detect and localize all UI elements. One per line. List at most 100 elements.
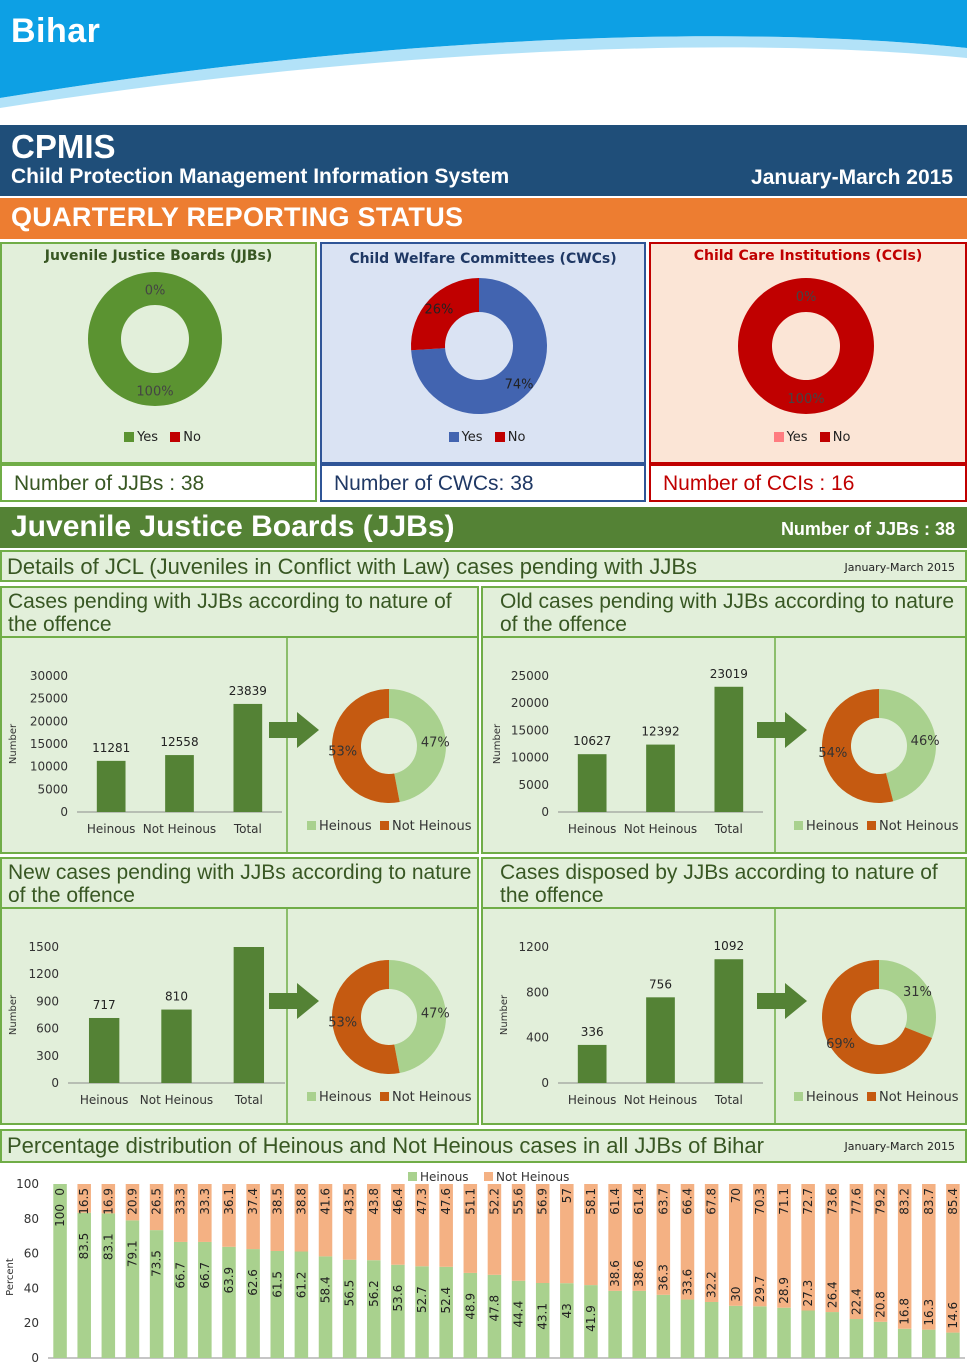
- not-heinous-slice: [822, 960, 932, 1074]
- y-tick-label: 1200: [28, 967, 59, 981]
- x-tick-label: Not Heinous: [143, 822, 216, 836]
- jjb-section-count: Number of JJBs : 38: [780, 519, 955, 539]
- donut-legend: Heinous Not Heinous: [307, 819, 472, 834]
- bar-not-heinous: [646, 744, 675, 812]
- cwc-status-legend: Yes No: [322, 430, 644, 445]
- not-heinous-value-label: 58.1: [584, 1188, 598, 1215]
- stacked-bar-heinous: [463, 1272, 478, 1358]
- not-heinous-value-label: 26.5: [150, 1188, 164, 1215]
- y-tick-label: 20000: [30, 714, 68, 728]
- not-heinous-value-label: 43.8: [367, 1188, 381, 1215]
- stacked-bar-not-heinous: [656, 1184, 671, 1295]
- y-tick-label: 20: [24, 1316, 39, 1330]
- not-heinous-value-label: 85.4: [946, 1188, 960, 1215]
- distribution-title: Percentage distribution of Heinous and N…: [7, 1133, 764, 1158]
- header-wave-banner: [0, 0, 967, 109]
- arrow-icon: [757, 712, 807, 748]
- jjb-status-legend: Yes No: [2, 430, 315, 445]
- not-heinous-value-label: 20.9: [125, 1188, 139, 1215]
- heinous-value-label: 38.6: [632, 1260, 646, 1287]
- heinous-value-label: 66.7: [174, 1262, 188, 1289]
- x-tick-label: Not Heinous: [624, 1093, 697, 1107]
- stacked-bar-heinous: [680, 1299, 695, 1358]
- stacked-bar-heinous: [704, 1301, 719, 1358]
- stacked-bar-not-heinous: [535, 1184, 550, 1284]
- stacked-bar-not-heinous: [149, 1184, 164, 1231]
- stacked-bar-heinous: [584, 1285, 598, 1358]
- stacked-bar-heinous: [173, 1241, 188, 1358]
- not-heinous-value-label: 36.1: [222, 1188, 236, 1215]
- cwc-yes-slice: [411, 278, 547, 414]
- not-heinous-value-label: 70: [729, 1188, 743, 1203]
- not-heinous-value-label: 0: [53, 1188, 67, 1196]
- bar-total: [714, 686, 744, 812]
- stacked-bar-not-heinous: [608, 1184, 622, 1291]
- y-tick-label: 15000: [30, 737, 68, 751]
- x-tick-label: Heinous: [568, 822, 617, 836]
- stacked-bar-heinous: [511, 1280, 526, 1358]
- legend-not-heinous-label: Not Heinous: [392, 1090, 472, 1105]
- legend-swatch-yes: [124, 432, 135, 442]
- new-cases-title: New cases pending with JJBs according to…: [8, 861, 472, 907]
- y-tick-label: 1200: [518, 940, 549, 954]
- legend-heinous-label: Heinous: [319, 1090, 372, 1105]
- jjb-status-donut: 0% 100%: [87, 272, 222, 406]
- y-tick-label: 100: [16, 1177, 39, 1191]
- jjb-section-band: Juvenile Justice Boards (JJBs) Number of…: [0, 507, 967, 548]
- stacked-bar-heinous: [246, 1249, 260, 1358]
- jcl-details-band: Details of JCL (Juveniles in Conflict wi…: [0, 550, 967, 582]
- new-cases-panel: New cases pending with JJBs according to…: [0, 857, 479, 1125]
- heinous-value-label: 53.6: [391, 1285, 405, 1312]
- cwc-no-label: 26%: [424, 302, 453, 317]
- y-tick-label: 5000: [518, 778, 549, 792]
- y-axis-label: Percent: [5, 1258, 16, 1296]
- legend-swatch-not-heinous: [484, 1172, 493, 1181]
- x-tick-label: Not Heinous: [624, 822, 697, 836]
- not-heinous-value-label: 16.9: [101, 1188, 115, 1215]
- y-tick-label: 60: [24, 1247, 39, 1261]
- not-heinous-slice: [332, 689, 400, 803]
- not-heinous-value-label: 66.4: [680, 1188, 694, 1215]
- y-tick-label: 0: [51, 1076, 59, 1090]
- arrow-icon: [269, 712, 319, 748]
- old-cases-chart: Number 0 5000 10000 15000 20000 25000 10627 Hein…: [492, 638, 959, 852]
- bar-value-label: 12558: [160, 735, 198, 749]
- not-heinous-value-label: 72.7: [801, 1188, 815, 1215]
- cwc-status-donut: 74% 26%: [411, 278, 547, 414]
- bar-not-heinous: [161, 1009, 192, 1083]
- jjb-count-box: Number of JJBs : 38: [0, 464, 317, 502]
- heinous-value-label: 63.9: [222, 1267, 236, 1294]
- new-cases-header: New cases pending with JJBs according to…: [2, 859, 477, 909]
- x-tick-label: Total: [714, 1093, 743, 1107]
- y-axis-label: Number: [492, 723, 503, 764]
- stacked-bar-not-heinous: [946, 1184, 960, 1333]
- heinous-value-label: 100: [53, 1204, 67, 1227]
- stacked-bar-not-heinous: [198, 1184, 212, 1242]
- stacked-bar-heinous: [535, 1283, 550, 1358]
- stacked-bar-not-heinous: [391, 1184, 405, 1265]
- not-heinous-value-label: 79.2: [874, 1188, 888, 1215]
- heinous-value-label: 58.4: [319, 1276, 333, 1303]
- stacked-bar-heinous: [222, 1246, 236, 1358]
- not-heinous-value-label: 37.4: [246, 1188, 260, 1215]
- not-heinous-value-label: 61.4: [608, 1188, 622, 1215]
- legend-swatch-no: [819, 432, 830, 442]
- y-axis-label: Number: [8, 994, 19, 1035]
- stacked-bar-heinous: [77, 1212, 91, 1358]
- y-tick-label: 40: [24, 1281, 39, 1295]
- not-heinous-value-label: 33.3: [174, 1188, 188, 1215]
- not-heinous-value-label: 52.2: [487, 1188, 501, 1215]
- y-tick-label: 10000: [30, 760, 68, 774]
- legend-yes-label: Yes: [786, 430, 808, 445]
- not-heinous-value-label: 47.6: [439, 1188, 453, 1215]
- bar-total: [233, 947, 265, 1083]
- legend-swatch-heinous: [408, 1172, 417, 1181]
- cwc-count-box: Number of CWCs: 38: [320, 464, 646, 502]
- heinous-value-label: 20.8: [874, 1291, 888, 1318]
- bar-not-heinous: [646, 997, 675, 1083]
- stacked-bar-not-heinous: [922, 1184, 936, 1330]
- y-tick-label: 400: [526, 1031, 549, 1045]
- heinous-slice: [879, 960, 936, 1038]
- heinous-value-label: 32.2: [705, 1271, 719, 1298]
- legend-yes-label: Yes: [461, 430, 483, 445]
